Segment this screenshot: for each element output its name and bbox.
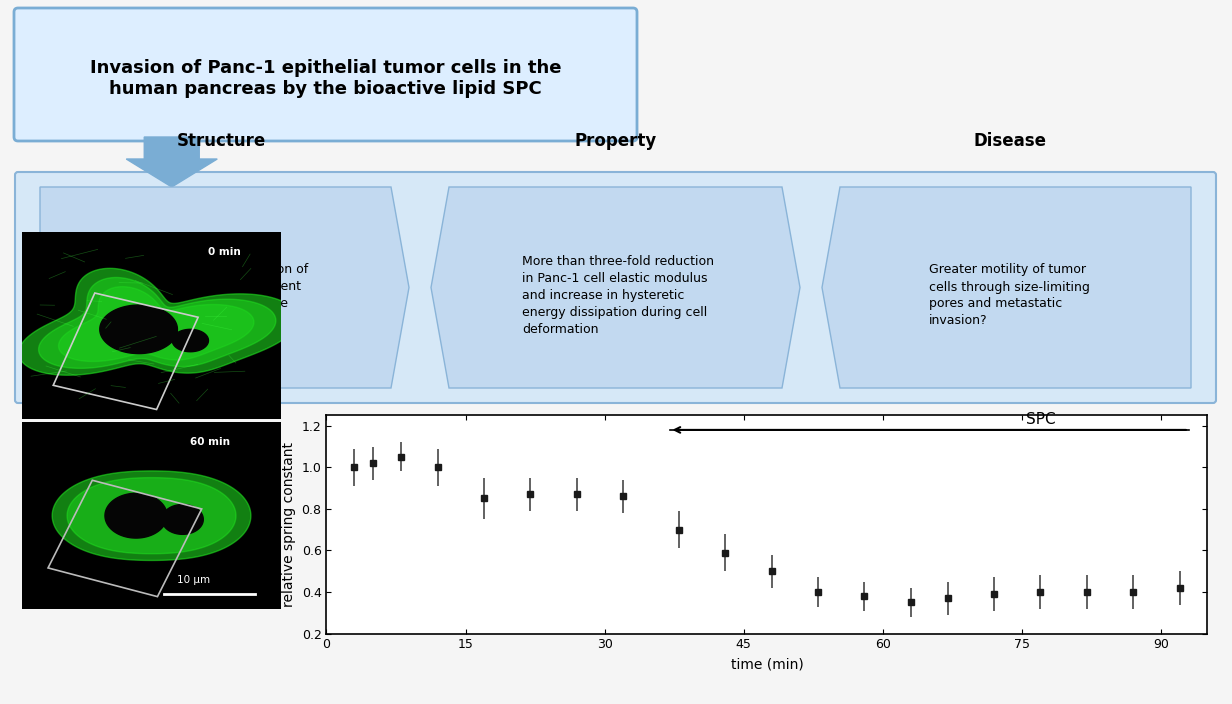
Polygon shape	[822, 187, 1191, 388]
Text: 0 min: 0 min	[208, 246, 241, 257]
Polygon shape	[172, 329, 208, 352]
Polygon shape	[126, 137, 217, 187]
Text: Disease: Disease	[973, 132, 1046, 150]
X-axis label: time (min): time (min)	[731, 657, 803, 671]
Y-axis label: relative spring constant: relative spring constant	[282, 442, 296, 607]
Text: SPC: SPC	[1026, 412, 1056, 427]
Polygon shape	[52, 471, 251, 560]
Bar	[48, 480, 202, 596]
Text: Property: Property	[574, 132, 657, 150]
Polygon shape	[431, 187, 800, 388]
Polygon shape	[38, 277, 276, 368]
Text: More than three-fold reduction
in Panc-1 cell elastic modulus
and increase in hy: More than three-fold reduction in Panc-1…	[522, 255, 715, 336]
Polygon shape	[105, 494, 168, 538]
Polygon shape	[100, 305, 177, 353]
Text: 10 μm: 10 μm	[177, 575, 211, 585]
Text: 60 min: 60 min	[190, 436, 230, 447]
Polygon shape	[67, 477, 237, 554]
Bar	[53, 293, 198, 410]
Text: Invasion of Panc-1 epithelial tumor cells in the
human pancreas by the bioactive: Invasion of Panc-1 epithelial tumor cell…	[90, 59, 562, 98]
Polygon shape	[59, 287, 254, 361]
Text: Dramatic reorganization of
the intermediate filament
(keratin) network in the
pe: Dramatic reorganization of the intermedi…	[140, 263, 309, 327]
Polygon shape	[161, 505, 203, 534]
Text: Structure: Structure	[176, 132, 266, 150]
Polygon shape	[18, 268, 298, 375]
Polygon shape	[39, 187, 409, 388]
Text: Greater motility of tumor
cells through size-limiting
pores and metastatic
invas: Greater motility of tumor cells through …	[929, 263, 1090, 327]
FancyBboxPatch shape	[15, 172, 1216, 403]
FancyBboxPatch shape	[14, 8, 637, 141]
